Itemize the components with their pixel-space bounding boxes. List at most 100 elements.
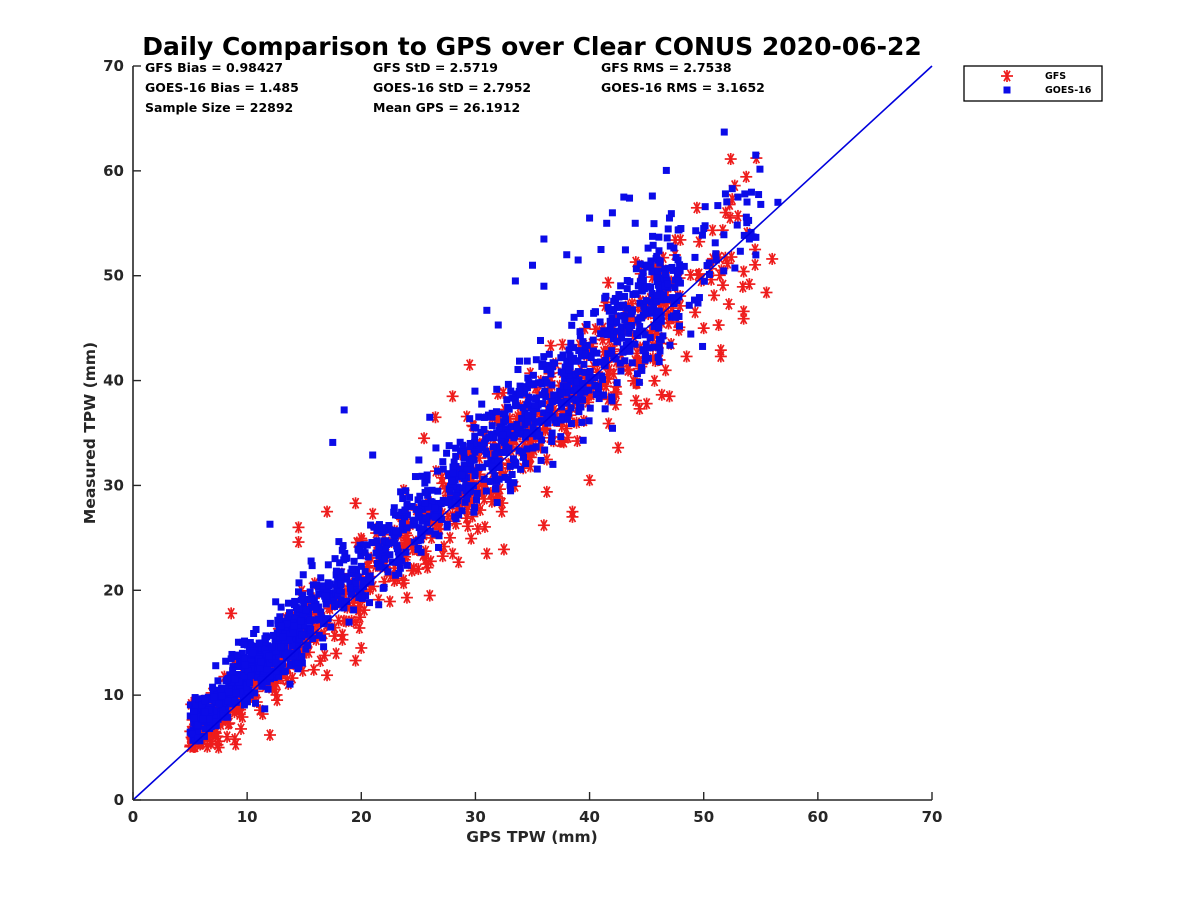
data-point-goes16 xyxy=(262,655,270,663)
data-point-goes16 xyxy=(392,527,400,535)
data-point-goes16 xyxy=(356,541,364,549)
data-point-goes16 xyxy=(246,679,254,687)
data-point-goes16 xyxy=(242,681,250,689)
data-point-goes16 xyxy=(655,324,663,332)
data-point-goes16 xyxy=(523,357,531,365)
data-point-goes16 xyxy=(638,287,646,295)
data-point-goes16 xyxy=(381,545,389,553)
data-point-gfs xyxy=(633,402,646,415)
data-point-goes16 xyxy=(543,379,551,387)
data-point-goes16 xyxy=(657,276,665,284)
x-tick-label: 60 xyxy=(807,808,828,826)
data-point-goes16 xyxy=(466,415,474,423)
data-point-goes16 xyxy=(607,306,615,314)
data-point-goes16 xyxy=(646,344,654,352)
x-tick-label: 10 xyxy=(237,808,258,826)
stat-gfs-std: GFS StD = 2.5719 xyxy=(373,60,498,75)
data-point-goes16 xyxy=(452,515,460,523)
data-point-goes16 xyxy=(483,460,491,468)
data-point-goes16 xyxy=(519,448,527,456)
data-point-goes16 xyxy=(352,579,360,587)
data-point-goes16 xyxy=(516,391,524,399)
data-point-goes16 xyxy=(199,715,207,723)
data-point-goes16 xyxy=(648,298,656,306)
data-point-goes16 xyxy=(355,594,363,602)
data-point-goes16 xyxy=(600,391,608,399)
data-point-goes16 xyxy=(488,413,496,421)
data-point-goes16 xyxy=(473,496,481,504)
data-point-goes16 xyxy=(323,586,331,594)
data-point-goes16 xyxy=(286,630,294,638)
data-point-goes16 xyxy=(435,543,443,551)
data-point-goes16 xyxy=(479,463,487,471)
data-point-gfs xyxy=(690,201,703,214)
data-point-goes16 xyxy=(525,393,533,401)
data-point-goes16 xyxy=(579,379,587,387)
data-point-goes16 xyxy=(295,579,303,587)
data-point-goes16 xyxy=(494,458,502,466)
data-point-goes16 xyxy=(293,608,301,616)
data-point-goes16 xyxy=(277,622,285,630)
data-point-goes16 xyxy=(617,323,625,331)
data-point-goes16 xyxy=(284,599,292,607)
data-point-goes16 xyxy=(685,301,693,309)
data-point-goes16 xyxy=(664,225,672,233)
data-point-goes16 xyxy=(532,395,540,403)
data-point-goes16 xyxy=(507,487,515,495)
data-point-goes16 xyxy=(699,342,707,350)
data-point-goes16 xyxy=(655,358,663,366)
data-point-goes16 xyxy=(579,436,587,444)
data-point-goes16 xyxy=(677,225,685,233)
data-point-gfs xyxy=(602,276,615,289)
data-point-goes16 xyxy=(671,284,679,292)
data-point-goes16 xyxy=(402,548,410,556)
data-point-goes16 xyxy=(240,641,248,649)
data-point-goes16 xyxy=(612,355,620,363)
data-point-goes16 xyxy=(428,498,436,506)
data-point-goes16 xyxy=(488,463,496,471)
data-point-goes16 xyxy=(272,667,280,675)
data-point-goes16 xyxy=(603,331,611,339)
data-point-goes16 xyxy=(705,270,713,278)
data-point-goes16 xyxy=(298,659,306,667)
data-point-goes16 xyxy=(315,616,323,624)
data-point-goes16 xyxy=(499,431,507,439)
data-point-goes16 xyxy=(234,663,242,671)
data-point-goes16 xyxy=(585,373,593,381)
y-tick-label: 50 xyxy=(103,267,124,285)
data-point-goes16 xyxy=(573,378,581,386)
data-point-goes16 xyxy=(445,442,453,450)
data-point-goes16 xyxy=(698,231,706,239)
data-point-goes16 xyxy=(455,511,463,519)
data-point-goes16 xyxy=(357,552,365,560)
data-point-goes16 xyxy=(564,415,572,423)
data-point-goes16 xyxy=(572,357,580,365)
data-point-goes16 xyxy=(473,489,481,497)
data-point-gfs xyxy=(597,345,610,358)
data-point-goes16 xyxy=(557,416,565,424)
data-point-goes16 xyxy=(582,387,590,395)
data-point-goes16 xyxy=(268,643,276,651)
data-point-goes16 xyxy=(523,445,531,453)
data-point-goes16 xyxy=(458,465,466,473)
y-tick-label: 10 xyxy=(103,686,124,704)
data-point-gfs xyxy=(446,390,459,403)
data-point-goes16 xyxy=(276,613,284,621)
data-point-goes16 xyxy=(224,713,232,721)
data-point-gfs xyxy=(465,532,478,545)
data-point-goes16 xyxy=(378,524,386,532)
data-point-goes16 xyxy=(272,659,280,667)
data-point-gfs xyxy=(706,224,719,237)
data-point-goes16 xyxy=(294,660,302,668)
data-point-goes16 xyxy=(658,296,666,304)
data-point-goes16 xyxy=(445,470,453,478)
data-point-goes16 xyxy=(296,635,304,643)
data-point-goes16 xyxy=(644,244,652,252)
stat-goes-bias: GOES-16 Bias = 1.485 xyxy=(145,80,299,95)
data-point-goes16 xyxy=(695,294,703,302)
legend: GFS GOES-16 xyxy=(963,65,1103,102)
data-point-goes16 xyxy=(257,676,265,684)
data-point-goes16 xyxy=(534,418,542,426)
data-point-gfs xyxy=(225,607,238,620)
data-point-goes16 xyxy=(568,387,576,395)
